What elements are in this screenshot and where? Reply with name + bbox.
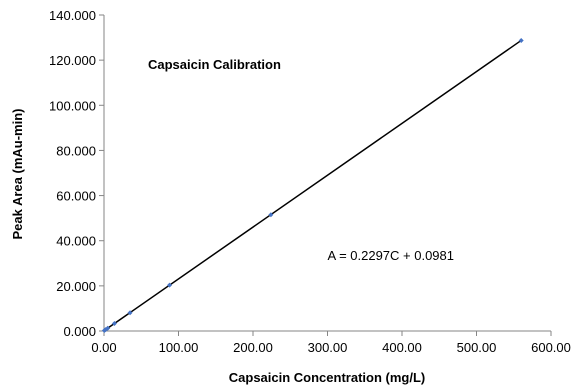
- x-axis-title: Capsaicin Concentration (mg/L): [229, 370, 425, 385]
- y-tick-label: 60.000: [56, 189, 96, 204]
- x-tick-label: 600.00: [531, 340, 571, 355]
- data-point: [268, 212, 274, 218]
- x-tick-label: 0.00: [91, 340, 116, 355]
- y-tick-label: 40.000: [56, 234, 96, 249]
- x-tick-label: 200.00: [233, 340, 273, 355]
- axes: [99, 14, 552, 336]
- y-tick-label: 120.000: [49, 53, 96, 68]
- y-tick-label: 140.000: [49, 8, 96, 23]
- y-tick-label: 80.000: [56, 143, 96, 158]
- y-tick-label: 20.000: [56, 279, 96, 294]
- trendline-equation: A = 0.2297C + 0.0981: [328, 248, 455, 263]
- data-point: [127, 310, 133, 316]
- tick-labels: 0.000 20.000 40.000 60.000 80.000 100.000 120.…: [49, 8, 571, 355]
- data-point: [105, 325, 111, 331]
- y-tick-label: 0.000: [63, 324, 96, 339]
- chart-title: Capsaicin Calibration: [148, 57, 281, 72]
- y-axis-title: Peak Area (mAu-min): [10, 109, 25, 240]
- x-tick-label: 400.00: [382, 340, 422, 355]
- y-tick-label: 100.000: [49, 98, 96, 113]
- x-tick-label: 500.00: [457, 340, 497, 355]
- data-points: [101, 38, 524, 334]
- data-point: [167, 282, 173, 288]
- trend-line: [103, 39, 522, 332]
- x-tick-label: 100.00: [159, 340, 199, 355]
- x-tick-label: 300.00: [308, 340, 348, 355]
- data-point: [111, 321, 117, 327]
- data-point: [518, 38, 524, 44]
